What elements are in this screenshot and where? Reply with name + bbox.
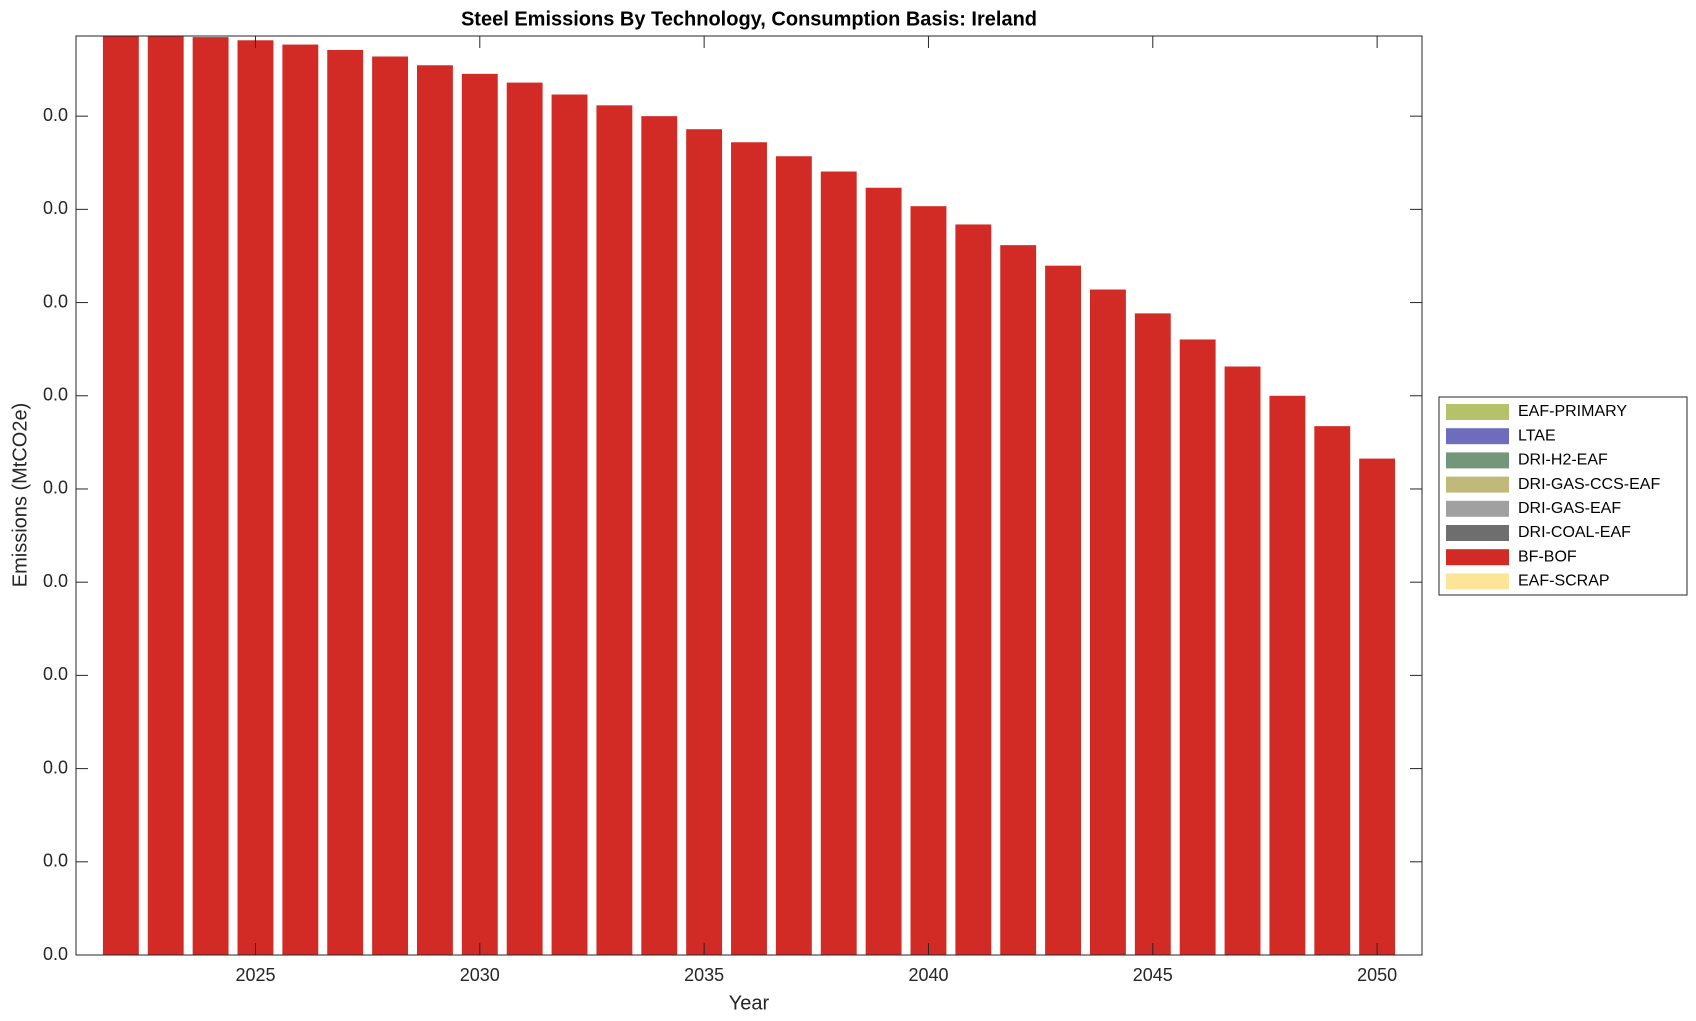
legend-swatch — [1446, 573, 1509, 590]
y-tick-label: 0.0 — [43, 198, 68, 218]
legend-swatch — [1446, 452, 1509, 469]
bar-segment — [1000, 245, 1037, 955]
x-tick-label: 2030 — [460, 965, 500, 985]
y-axis-label: Emissions (MtCO2e) — [9, 403, 31, 587]
y-tick-label: 0.0 — [43, 571, 68, 591]
bars — [102, 36, 1396, 955]
bar-segment — [147, 36, 184, 955]
legend-label: DRI-GAS-CCS-EAF — [1518, 476, 1660, 493]
x-tick-label: 2045 — [1133, 965, 1173, 985]
bar-segment — [327, 49, 364, 955]
bar-segment — [955, 224, 992, 955]
y-tick-label: 0.0 — [43, 757, 68, 777]
legend-swatch — [1446, 500, 1509, 517]
bar-segment — [1134, 313, 1171, 955]
x-tick-label: 2050 — [1357, 965, 1397, 985]
x-tick-label: 2035 — [684, 965, 724, 985]
bar-segment — [820, 171, 857, 955]
y-tick-label: 0.0 — [43, 105, 68, 125]
bar-segment — [596, 105, 633, 955]
legend-label: LTAE — [1518, 427, 1556, 444]
y-tick-label: 0.0 — [43, 385, 68, 405]
legend-swatch — [1446, 476, 1509, 493]
bar-segment — [102, 36, 139, 955]
bar-segment — [1089, 289, 1126, 955]
legend-label: BF-BOF — [1518, 548, 1577, 565]
x-tick-label: 2040 — [908, 965, 948, 985]
bar-segment — [551, 94, 588, 955]
legend-label: DRI-H2-EAF — [1518, 452, 1608, 469]
y-tick-label: 0.0 — [43, 944, 68, 964]
bar-segment — [506, 82, 543, 955]
legend-swatch — [1446, 428, 1509, 445]
bar-segment — [686, 129, 723, 955]
legend-swatch — [1446, 549, 1509, 566]
legend-label: DRI-GAS-EAF — [1518, 500, 1621, 517]
bar-segment — [865, 187, 902, 955]
bar-segment — [237, 40, 274, 955]
bar-segment — [461, 73, 498, 955]
axes-box — [75, 35, 1423, 956]
bar-segment — [416, 65, 453, 955]
legend-swatch — [1446, 525, 1509, 541]
bar-segment — [910, 206, 947, 955]
y-tick-label: 0.0 — [43, 291, 68, 311]
bar-segment — [372, 56, 409, 955]
bar-segment — [775, 156, 812, 955]
bar-segment — [1045, 265, 1082, 955]
y-tick-label: 0.0 — [43, 851, 68, 871]
bar-segment — [282, 44, 319, 955]
x-axis-label: Year — [729, 992, 770, 1014]
y-tick-label: 0.0 — [43, 478, 68, 498]
bar-segment — [1359, 458, 1396, 955]
chart-title: Steel Emissions By Technology, Consumpti… — [461, 8, 1037, 30]
bar-segment — [1314, 426, 1351, 955]
bar-segment — [1179, 339, 1216, 955]
legend-label: EAF-PRIMARY — [1518, 403, 1627, 420]
legend-label: DRI-COAL-EAF — [1518, 524, 1631, 541]
bar-segment — [1224, 366, 1261, 955]
x-tick-label: 2025 — [235, 965, 275, 985]
bar-segment — [731, 142, 767, 955]
bar-segment — [641, 116, 678, 955]
bar-segment — [1269, 395, 1306, 955]
y-tick-label: 0.0 — [43, 664, 68, 684]
legend-swatch — [1446, 404, 1509, 420]
legend-label: EAF-SCRAP — [1518, 573, 1610, 590]
bar-segment — [192, 37, 229, 955]
